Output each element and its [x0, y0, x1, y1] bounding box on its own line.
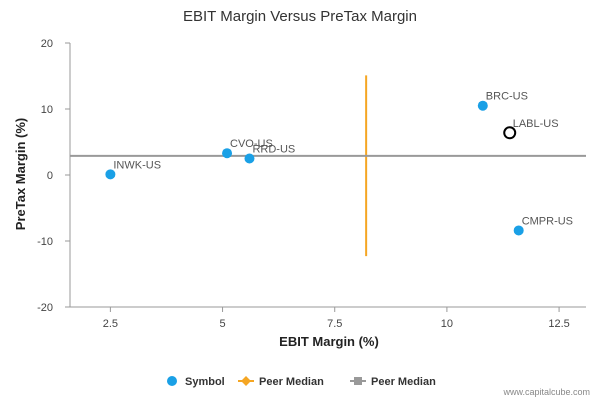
legend-label: Peer Median [371, 376, 436, 388]
y-tick-label: -20 [37, 302, 53, 314]
y-tick-label: 20 [41, 38, 53, 50]
legend-label: Symbol [185, 376, 225, 388]
y-axis-title: PreTax Margin (%) [13, 118, 28, 230]
x-tick-label: 7.5 [327, 318, 342, 330]
data-point-label: INWK-US [113, 159, 161, 171]
data-point-label: BRC-US [486, 91, 528, 103]
legend-label: Peer Median [259, 376, 324, 388]
data-point-label: LABL-US [513, 118, 559, 130]
legend-marker-peer-median-y [354, 377, 362, 385]
legend-marker-symbol [167, 376, 177, 386]
data-point-highlight [503, 126, 517, 140]
credit-text: www.capitalcube.com [502, 387, 590, 397]
y-tick-label: -10 [37, 236, 53, 248]
x-tick-label: 5 [219, 318, 225, 330]
plot-area: -20 -10 0 10 20 2.5 5 7.5 10 12.5 INWK-US CVO-USRRD… [37, 38, 586, 330]
data-point-label: CMPR-US [522, 215, 573, 227]
data-point [244, 153, 255, 164]
y-tick-label: 10 [41, 104, 53, 116]
data-point [513, 225, 524, 236]
y-tick-label: 0 [47, 170, 53, 182]
x-tick-label: 10 [441, 318, 453, 330]
data-point [222, 148, 233, 159]
x-axis-title: EBIT Margin (%) [279, 334, 379, 349]
data-point [105, 169, 116, 180]
data-point-label: CVO-US [230, 138, 273, 150]
legend: Symbol Peer Median Peer Median [167, 376, 436, 388]
chart-title: EBIT Margin Versus PreTax Margin [183, 8, 417, 25]
data-point-label: RRD-US [252, 144, 295, 156]
data-point [477, 100, 488, 111]
legend-marker-peer-median-x [241, 376, 251, 386]
x-tick-label: 12.5 [548, 318, 569, 330]
x-tick-label: 2.5 [103, 318, 118, 330]
